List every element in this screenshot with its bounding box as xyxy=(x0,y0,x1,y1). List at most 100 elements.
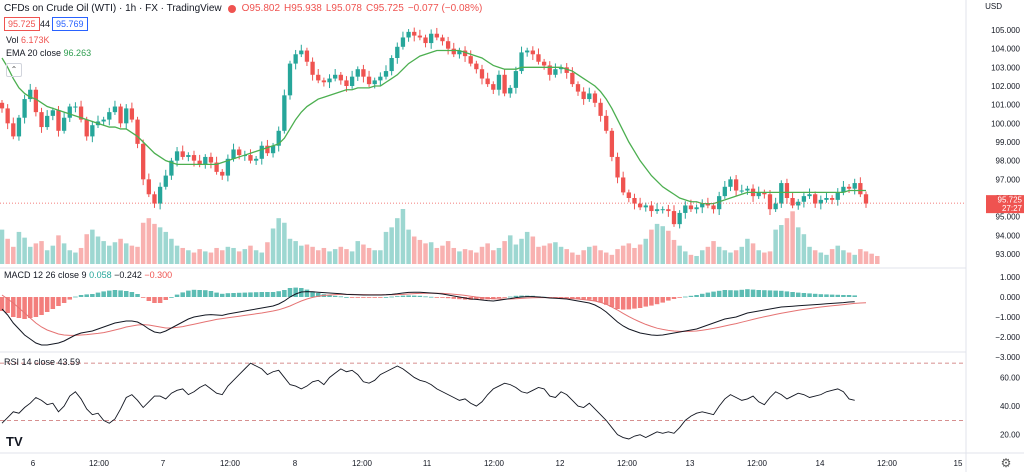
macd-histogram-bar xyxy=(5,297,10,313)
volume-bar xyxy=(462,249,468,264)
candle-body xyxy=(745,188,750,191)
volume-bar xyxy=(671,239,677,264)
macd-histogram-bar xyxy=(208,291,214,297)
macd-histogram-bar xyxy=(598,297,603,303)
candle-body xyxy=(801,196,807,202)
volume-bar xyxy=(191,252,197,264)
macd-histogram-bar xyxy=(756,290,761,297)
volume-legend[interactable]: Vol 6.173K xyxy=(6,35,50,45)
price-tick-label: 99.000 xyxy=(996,138,1021,147)
sell-price-box[interactable]: 95.725 xyxy=(4,17,40,31)
candle-body xyxy=(609,130,615,157)
macd-histogram-bar xyxy=(445,297,451,299)
volume-bar xyxy=(225,246,231,264)
price-tick-label: 101.000 xyxy=(991,101,1020,110)
volume-bar xyxy=(824,254,829,264)
ema-label: EMA 20 close xyxy=(6,48,62,58)
price-tick-label: 97.000 xyxy=(996,175,1021,184)
candle-body xyxy=(90,125,95,137)
volume-bar xyxy=(248,245,253,264)
volume-bar xyxy=(265,242,270,264)
macd-histogram-bar xyxy=(344,297,349,298)
volume-bar xyxy=(219,250,225,264)
volume-bar xyxy=(299,245,304,264)
volume-bar xyxy=(694,255,699,264)
volume-bar xyxy=(468,250,473,264)
buy-price-box[interactable]: 95.769 xyxy=(52,17,88,31)
volume-value: 6.173K xyxy=(21,35,50,45)
price-tick-label: 100.000 xyxy=(991,119,1020,128)
macd-histogram-bar xyxy=(56,297,61,306)
candle-body xyxy=(174,151,180,161)
candle-body xyxy=(705,203,711,206)
collapse-legend-icon[interactable]: ⌃ xyxy=(6,63,22,77)
candle-body xyxy=(615,156,620,178)
candle-body xyxy=(293,54,298,64)
candle-body xyxy=(581,91,586,100)
candle-body xyxy=(502,74,507,94)
volume-bar xyxy=(423,243,428,264)
candle-body xyxy=(423,37,428,44)
candle-body xyxy=(141,143,146,180)
candle-body xyxy=(225,158,231,176)
chart-header: CFDs on Crude Oil (WTI) · 1h · FX · Trad… xyxy=(4,3,482,14)
volume-bar xyxy=(84,234,89,264)
macd-histogram-bar xyxy=(666,297,671,301)
candle-body xyxy=(231,149,236,159)
macd-histogram-bar xyxy=(61,297,67,303)
volume-bar xyxy=(869,253,874,264)
price-tick-label: 98.000 xyxy=(996,157,1021,166)
candle-body xyxy=(592,93,598,103)
candle-body xyxy=(5,108,10,124)
tradingview-logo: TV xyxy=(6,434,23,449)
macd-histogram-bar xyxy=(457,297,462,300)
candle-body xyxy=(412,31,417,36)
candle-body xyxy=(28,89,33,100)
macd-histogram-bar xyxy=(95,292,101,297)
macd-histogram-bar xyxy=(112,290,118,297)
macd-histogram-bar xyxy=(502,297,507,298)
rsi-tick-label: 40.00 xyxy=(1000,402,1021,411)
macd-histogram-bar xyxy=(513,295,519,297)
volume-bar xyxy=(852,254,857,264)
candle-body xyxy=(700,203,705,208)
candle-body xyxy=(50,110,55,116)
volume-bar xyxy=(807,246,812,264)
macd-histogram-bar xyxy=(812,293,818,297)
candle-body xyxy=(124,108,129,124)
volume-bar xyxy=(197,249,202,264)
candle-body xyxy=(73,106,78,108)
macd-histogram-bar xyxy=(626,297,632,310)
candle-body xyxy=(129,108,135,120)
close-value: C95.725 xyxy=(366,3,404,14)
time-tick-label: 11 xyxy=(423,459,432,468)
time-tick-label: 8 xyxy=(293,459,298,468)
macd-histogram-bar xyxy=(315,293,321,297)
macd-histogram-bar xyxy=(11,297,16,317)
candle-body xyxy=(440,37,445,42)
ema-legend[interactable]: EMA 20 close 96.263 xyxy=(6,48,91,58)
macd-legend[interactable]: MACD 12 26 close 9 0.058 −0.242 −0.300 xyxy=(4,270,172,280)
macd-histogram-bar xyxy=(214,292,219,297)
settings-gear-icon[interactable]: ⚙ xyxy=(1001,456,1012,470)
candle-body xyxy=(33,89,39,113)
macd-histogram-bar xyxy=(236,292,242,297)
time-tick-label: 12 xyxy=(556,459,565,468)
macd-histogram-bar xyxy=(491,297,496,300)
volume-bar xyxy=(107,245,112,264)
rsi-legend[interactable]: RSI 14 close 43.59 xyxy=(4,357,80,367)
macd-histogram-bar xyxy=(163,297,169,300)
macd-histogram-bar xyxy=(44,297,50,312)
price-tick-label: 105.000 xyxy=(991,26,1020,35)
macd-histogram-bar xyxy=(67,297,73,300)
volume-bar xyxy=(152,223,157,264)
macd-histogram-bar xyxy=(558,297,564,298)
macd-histogram-bar xyxy=(767,290,773,297)
candle-body xyxy=(722,186,727,197)
symbol-title[interactable]: CFDs on Crude Oil (WTI) · 1h · FX · Trad… xyxy=(4,3,222,14)
macd-histogram-bar xyxy=(197,290,202,297)
macd-histogram-bar xyxy=(157,297,163,303)
volume-bar xyxy=(389,227,394,264)
macd-histogram-bar xyxy=(383,297,389,298)
